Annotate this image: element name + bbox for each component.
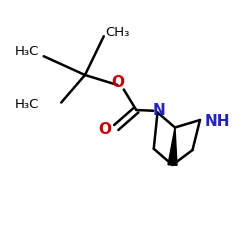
Text: N: N (152, 103, 165, 118)
Polygon shape (168, 128, 177, 165)
Text: O: O (98, 122, 112, 137)
Text: CH₃: CH₃ (105, 26, 130, 39)
Text: NH: NH (204, 114, 230, 129)
Text: H₃C: H₃C (15, 98, 40, 111)
Text: H₃C: H₃C (15, 45, 40, 58)
Text: O: O (111, 75, 124, 90)
